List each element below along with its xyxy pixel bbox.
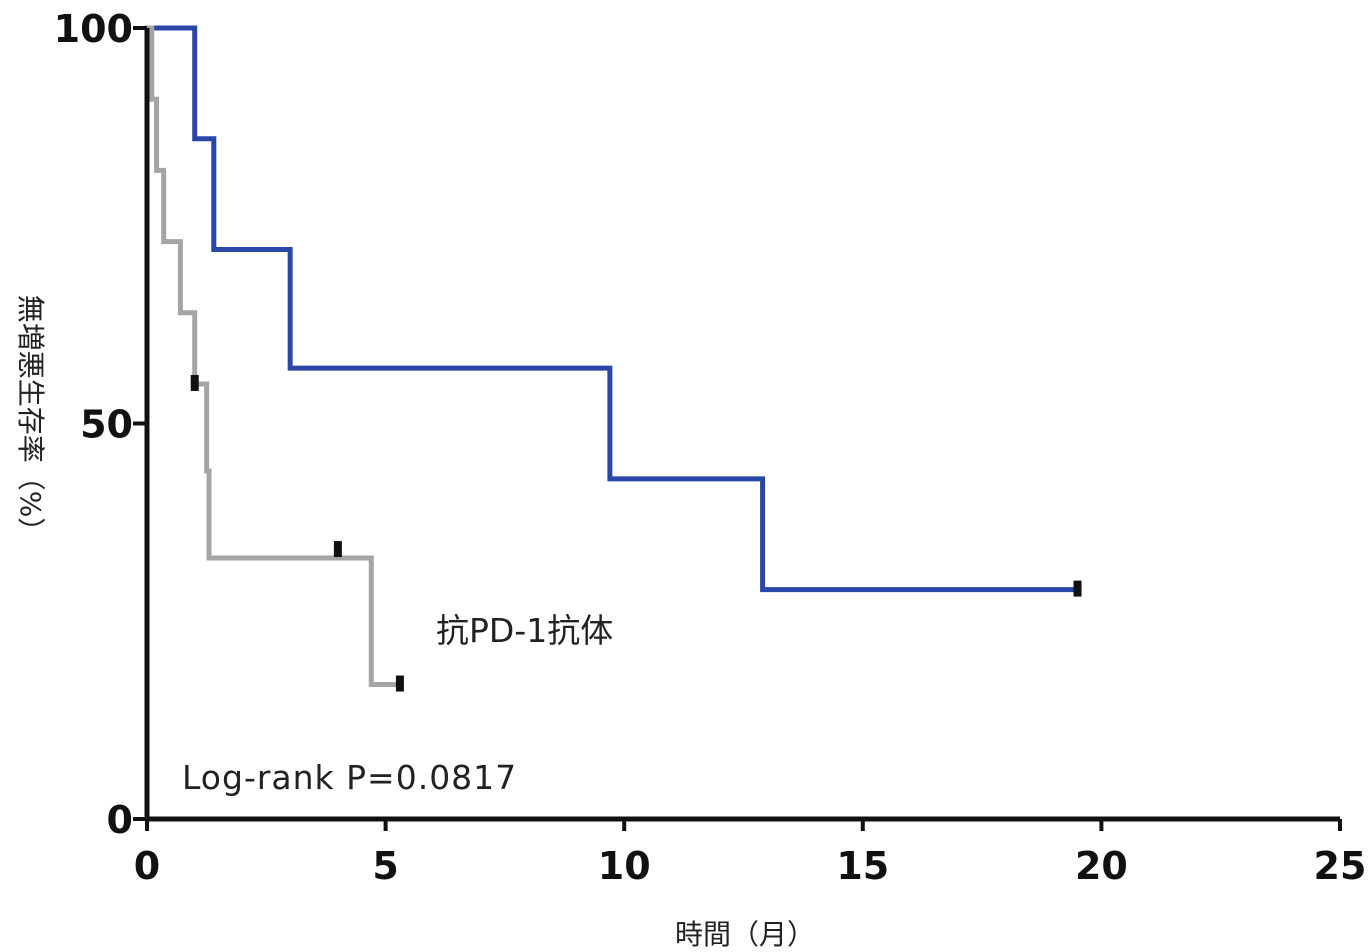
y-tick-label: 0 [107, 798, 133, 842]
x-axis-title: 時間（月） [675, 918, 815, 951]
pvalue-annotation: Log-rank P=0.0817 [182, 758, 517, 797]
x-tick-label: 0 [134, 844, 160, 888]
axes-layer [144, 28, 1340, 822]
x-tick-label: 15 [836, 844, 889, 888]
series-label: 抗PD-1抗体 [436, 611, 613, 650]
series-0-curve [144, 25, 1081, 593]
censor-mark [1073, 580, 1082, 597]
ticks-layer: 0 5 10 15 20 25 0 50 100 [54, 7, 1367, 888]
censor-mark [190, 374, 199, 391]
y-tick-label: 100 [54, 7, 133, 51]
x-tick-label: 10 [598, 844, 651, 888]
series-layer [144, 25, 1082, 692]
series-1-curve [144, 25, 403, 688]
censor-mark [395, 675, 404, 692]
y-axis-title: 無増悪生存率（%） [14, 295, 47, 546]
censor-mark [333, 541, 342, 558]
y-tick-label: 50 [80, 403, 133, 447]
x-tick-label: 25 [1314, 844, 1367, 888]
x-tick-label: 5 [372, 844, 398, 888]
x-tick-label: 20 [1075, 844, 1128, 888]
